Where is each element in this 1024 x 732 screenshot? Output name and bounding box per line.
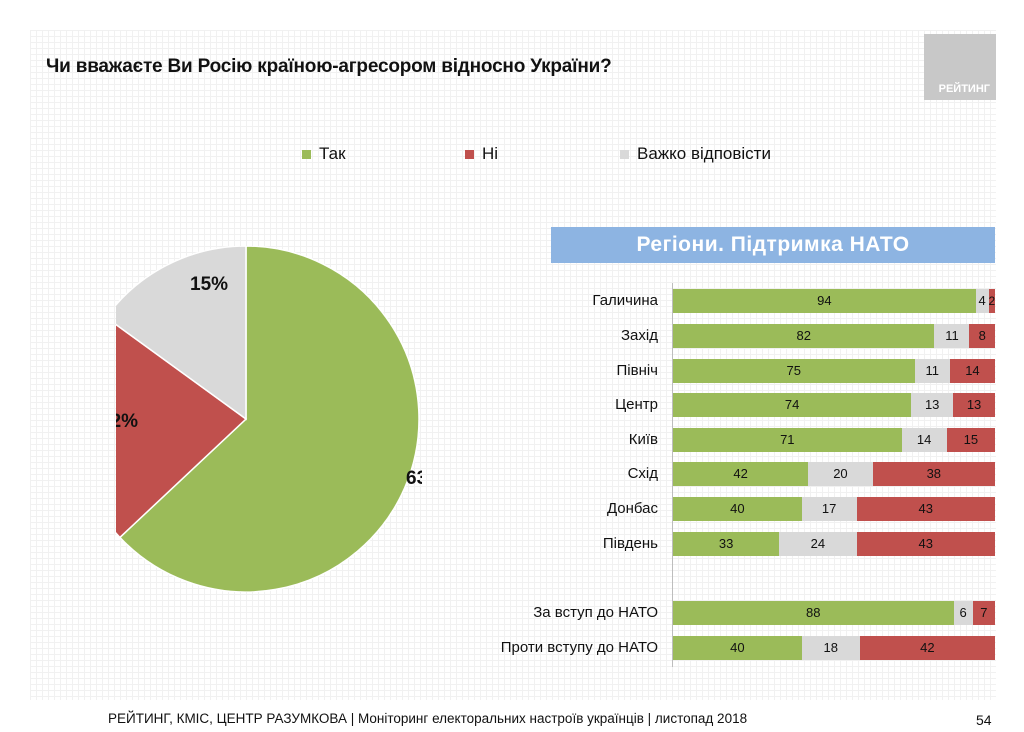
page-title: Чи вважаєте Ви Росію країною-агресором в… xyxy=(46,56,612,77)
legend-label-yes: Так xyxy=(319,144,346,163)
rating-logo: РЕЙТИНГ xyxy=(924,34,996,100)
legend-swatch-no xyxy=(465,149,474,159)
legend-swatch-hard xyxy=(620,149,629,159)
pie-slice-3 xyxy=(116,246,247,421)
pie-slice-2 xyxy=(116,323,248,539)
page-number: 54 xyxy=(976,712,992,728)
legend-item-hard: Важко відповісти xyxy=(620,144,771,164)
pie-label-3: 15% xyxy=(190,274,228,295)
pie-slice-1 xyxy=(118,246,420,592)
legend-label-no: Ні xyxy=(482,144,499,163)
pie-chart: 63% 22% 15% xyxy=(116,246,422,592)
regions-banner: Регіони. Підтримка НАТО xyxy=(551,227,995,263)
logo-text: РЕЙТИНГ xyxy=(938,83,990,95)
bar-axis-line xyxy=(672,283,673,667)
legend-swatch-yes xyxy=(302,149,311,159)
legend-item-no: Ні xyxy=(465,144,498,164)
legend-item-yes: Так xyxy=(302,144,346,164)
legend-label-hard: Важко відповісти xyxy=(637,144,771,163)
pie-label-2: 22% xyxy=(116,411,138,432)
footer-source: РЕЙТИНГ, КМІС, ЦЕНТР РАЗУМКОВА | Монітор… xyxy=(108,711,748,726)
legend: Так Ні Важко відповісти xyxy=(0,144,1024,166)
pie-label-1: 63% xyxy=(406,468,422,489)
